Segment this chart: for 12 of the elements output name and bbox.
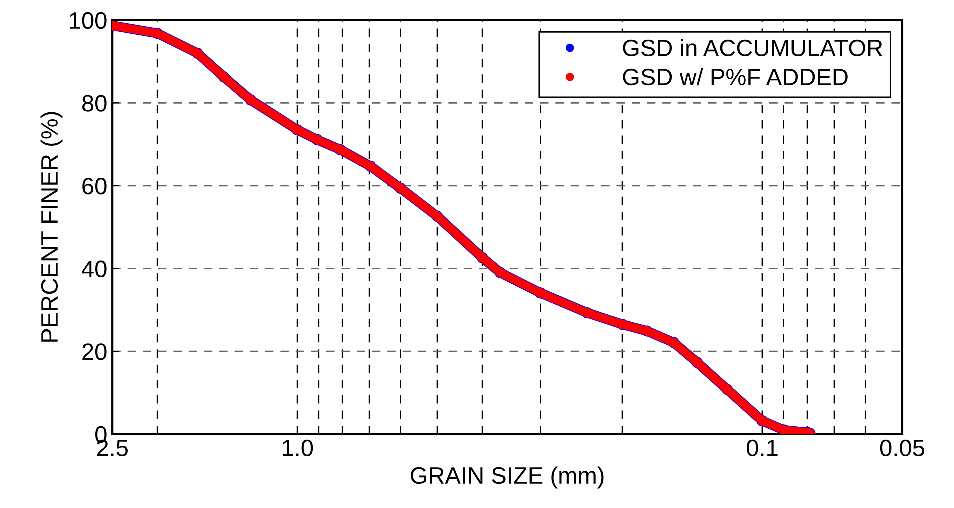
legend-label: GSD w/ P%F ADDED <box>623 68 848 86</box>
x-tick-label: 1.0 <box>282 440 314 457</box>
y-axis-title: PERCENT FINER (%) <box>40 112 63 342</box>
x-tick-label: 0.1 <box>747 440 778 457</box>
y-tick-label: 40 <box>82 260 107 278</box>
y-tick-label: 20 <box>82 344 107 360</box>
y-tick-label: 80 <box>82 95 107 112</box>
x-tick-label: 0.05 <box>880 440 924 457</box>
x-axis-title: GRAIN SIZE (mm) <box>411 466 604 489</box>
legend-label: GSD in ACCUMULATOR <box>623 39 882 57</box>
y-tick-label: 60 <box>82 178 107 195</box>
y-tick-label: 100 <box>70 12 107 30</box>
